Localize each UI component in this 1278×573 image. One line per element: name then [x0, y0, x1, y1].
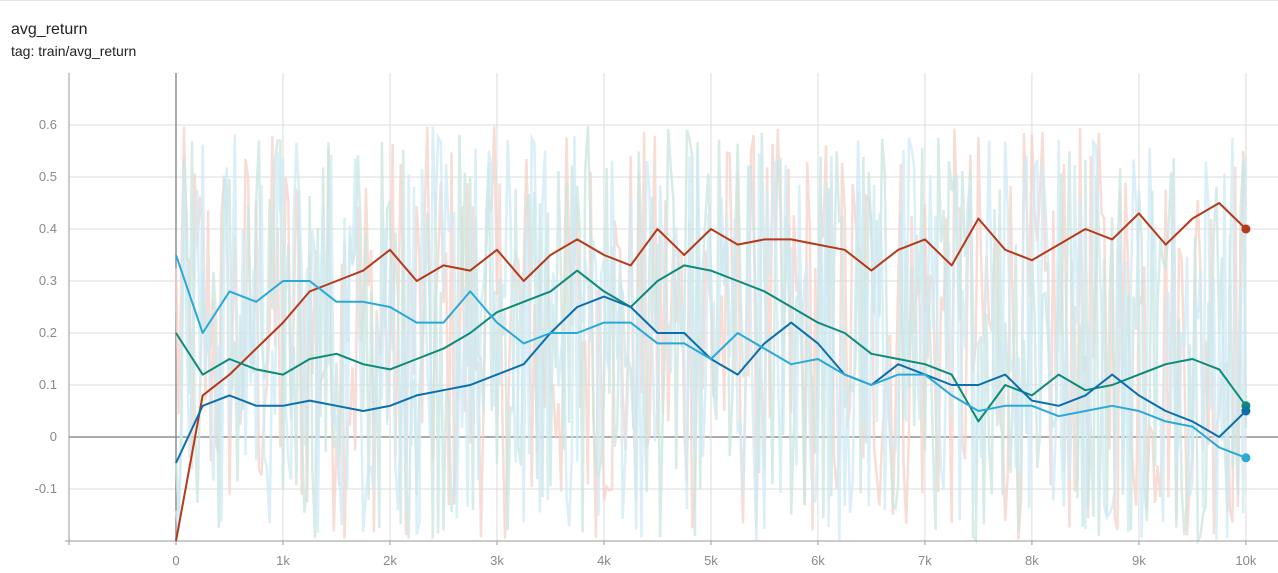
x-tick-label: 2k: [383, 553, 397, 568]
y-tick-label: -0.1: [35, 481, 57, 496]
axes: [65, 73, 1278, 545]
y-tick-label: 0.2: [39, 325, 57, 340]
tick-labels: -0.1 0 0.1 0.2 0.3 0.4 0.5 0.6 0 1k 2k 3k 4k 5k 6k 7k 8k…: [35, 117, 1257, 568]
x-tick-label: 10k: [1235, 553, 1256, 568]
series-line[interactable]: [175, 254, 1247, 459]
raw-series-line: [174, 126, 1248, 541]
y-tick-label: 0.1: [39, 377, 57, 392]
chart-title: avg_return: [11, 21, 88, 38]
chart-subtitle: tag: train/avg_return: [11, 43, 137, 59]
y-tick-label: 0.3: [39, 273, 57, 288]
series-line[interactable]: [175, 264, 1247, 423]
y-tick-label: 0.4: [39, 221, 57, 236]
raw-series-band: [174, 125, 1248, 546]
x-tick-label: 7k: [918, 553, 932, 568]
y-tick-label: 0.5: [39, 169, 57, 184]
x-tick-label: 0: [172, 553, 179, 568]
series-group: [175, 202, 1251, 542]
chart-header: avg_return tag: train/avg_return: [0, 0, 1278, 72]
x-tick-label: 6k: [811, 553, 825, 568]
series-end-marker[interactable]: [1241, 224, 1251, 234]
series-end-marker[interactable]: [1241, 453, 1251, 463]
x-tick-label: 5k: [704, 553, 718, 568]
y-tick-label: 0.6: [39, 117, 57, 132]
series-end-marker[interactable]: [1241, 406, 1251, 416]
x-tick-label: 3k: [490, 553, 504, 568]
x-tick-label: 8k: [1025, 553, 1039, 568]
y-tick-label: 0: [50, 429, 57, 444]
x-tick-label: 9k: [1132, 553, 1146, 568]
x-tick-label: 1k: [276, 553, 290, 568]
x-tick-label: 4k: [597, 553, 611, 568]
series-line[interactable]: [175, 202, 1247, 542]
